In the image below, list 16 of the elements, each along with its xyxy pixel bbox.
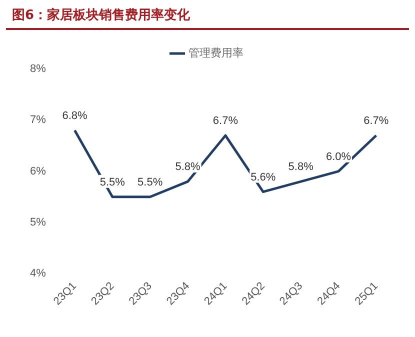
y-tick-label: 5% [30, 216, 46, 229]
data-label: 5.5% [100, 176, 126, 188]
data-label: 5.8% [288, 161, 314, 174]
y-tick-label: 6% [30, 165, 46, 178]
legend-label: 管理费用率 [188, 46, 244, 60]
data-label: 5.8% [175, 161, 201, 174]
y-tick-label: 7% [30, 114, 46, 126]
y-tick-label: 8% [30, 63, 46, 76]
data-label: 6.0% [326, 150, 352, 163]
data-label: 6.7% [212, 115, 238, 128]
data-label: 6.8% [62, 110, 88, 122]
data-label: 5.5% [138, 176, 163, 188]
data-label: 6.7% [364, 115, 389, 128]
chart-title: 图6：家居板块销售费用率变化 [6, 0, 409, 30]
data-label: 5.6% [250, 171, 276, 184]
y-tick-label: 4% [30, 268, 46, 280]
